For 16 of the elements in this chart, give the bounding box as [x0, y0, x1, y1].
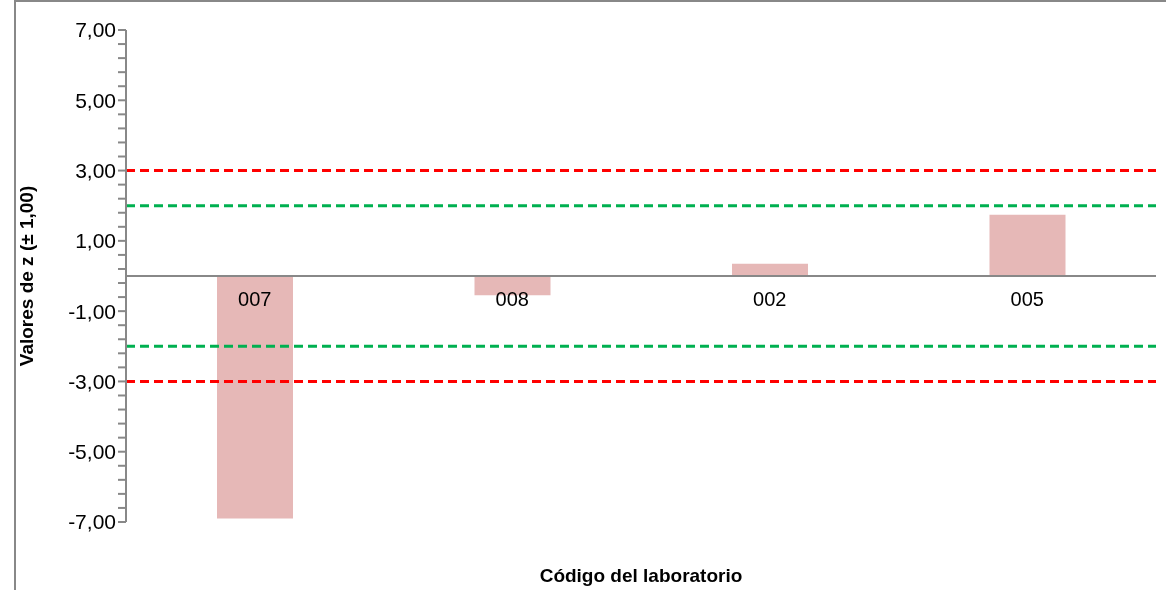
y-tick-label: 3,00 [75, 159, 116, 183]
x-tick-label: 008 [495, 288, 529, 310]
y-tick-label: 5,00 [75, 88, 116, 112]
bar [989, 214, 1066, 276]
y-tick-label: -1,00 [68, 299, 116, 323]
y-tick-label: -7,00 [68, 510, 116, 534]
x-tick-label: 005 [1010, 288, 1044, 310]
y-tick-label: 1,00 [75, 229, 116, 253]
x-tick-label: 007 [238, 288, 272, 310]
x-tick-label: 002 [753, 288, 787, 310]
y-tick-label: -5,00 [68, 440, 116, 464]
bar [217, 276, 293, 519]
y-tick-label: 7,00 [75, 18, 116, 42]
y-tick-label: -3,00 [68, 369, 116, 393]
x-axis-title: Código del laboratorio [539, 565, 743, 586]
y-axis-title: Valores de z (± 1,00) [15, 185, 37, 367]
